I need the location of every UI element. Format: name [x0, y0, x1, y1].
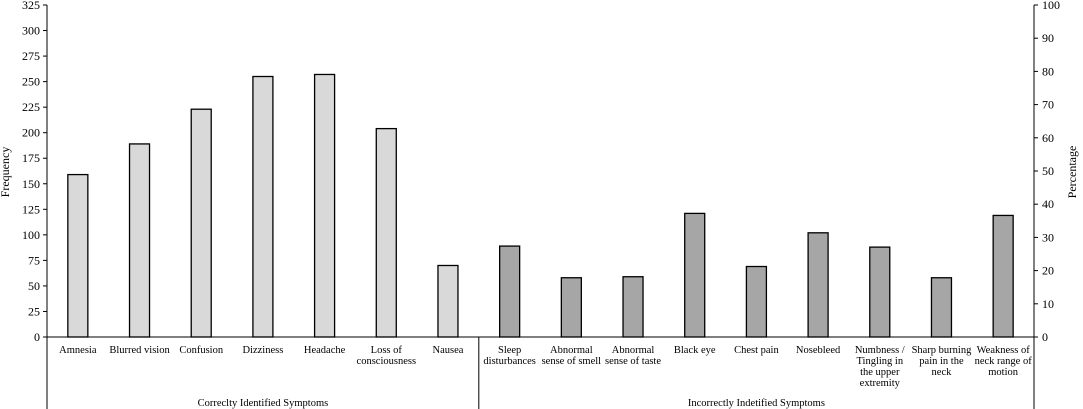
- category-labels: Amnesia Blurred vision Confusion Dizziness H…: [59, 345, 1032, 389]
- category-label: Nausea: [433, 345, 464, 356]
- category-label: Confusion: [179, 345, 224, 356]
- bars: [67, 73, 1014, 338]
- category-label: Nosebleed: [796, 345, 841, 356]
- y-tick-label: 0: [34, 330, 40, 344]
- y-tick-label: 300: [22, 24, 40, 38]
- y-tick-label: 150: [22, 177, 40, 191]
- bar: [807, 232, 829, 338]
- y-tick-label: 325: [22, 0, 40, 12]
- y2-tick-label: 10: [1042, 297, 1054, 311]
- bar: [437, 264, 459, 338]
- category-label: Black eye: [674, 345, 716, 356]
- y-tick-label: 50: [28, 279, 40, 293]
- group-label: Incorrectly Indetified Symptoms: [688, 398, 825, 409]
- category-label: Abnormal sense of smell: [542, 345, 602, 367]
- y-tick-label: 250: [22, 75, 40, 89]
- category-label: Amnesia: [59, 345, 97, 356]
- y2-tick-label: 60: [1042, 131, 1054, 145]
- y2-tick-label: 30: [1042, 230, 1054, 244]
- y-tick-label: 200: [22, 126, 40, 140]
- bar: [499, 245, 521, 338]
- y2-tick-label: 40: [1042, 197, 1054, 211]
- y2-tick-label: 50: [1042, 164, 1054, 178]
- left-axis-ticks: 0 25 50 75 100 125 150 175 200 225 250 275 300 325: [22, 0, 47, 344]
- y-tick-label: 100: [22, 228, 40, 242]
- y2-tick-label: 70: [1042, 98, 1054, 112]
- category-label: Blurred vision: [109, 345, 170, 356]
- category-label: Sleep disturbances: [483, 345, 536, 367]
- y2-axis-title: Percentage: [1065, 146, 1079, 199]
- bar: [190, 108, 212, 338]
- y-tick-label: 125: [22, 202, 40, 216]
- y2-tick-label: 0: [1042, 330, 1048, 344]
- group-labels: Correclty Identified Symptoms Incorrectly…: [198, 398, 825, 409]
- y-tick-label: 25: [28, 304, 40, 318]
- y-axis-title: Frequency: [0, 147, 12, 198]
- category-label: Abnormal sense of taste: [605, 345, 661, 367]
- bar: [252, 75, 274, 338]
- bar: [992, 214, 1014, 338]
- y2-tick-label: 80: [1042, 64, 1054, 78]
- category-label: Headache: [304, 345, 346, 356]
- group-label: Correclty Identified Symptoms: [198, 398, 329, 409]
- bar: [869, 246, 891, 338]
- y2-tick-label: 20: [1042, 264, 1054, 278]
- bar: [622, 276, 644, 338]
- bar: [67, 173, 89, 338]
- y2-tick-label: 90: [1042, 31, 1054, 45]
- y-tick-label: 225: [22, 100, 40, 114]
- bar: [128, 143, 151, 338]
- bar: [684, 212, 706, 338]
- right-axis-ticks: 0 10 20 30 40 50 60 70 80 90 100: [1034, 0, 1060, 344]
- bar: [745, 265, 768, 338]
- y-tick-label: 75: [28, 253, 40, 267]
- bar: [930, 277, 953, 338]
- category-label: Loss of consciousness: [357, 345, 417, 367]
- bar: [560, 277, 582, 338]
- category-label: Weakness of neck range of motion: [975, 345, 1033, 378]
- category-label: Chest pain: [734, 345, 779, 356]
- y2-tick-label: 100: [1042, 0, 1060, 12]
- bar: [375, 127, 397, 338]
- y-tick-label: 275: [22, 49, 40, 63]
- y-tick-label: 175: [22, 151, 40, 165]
- category-label: Dizziness: [242, 345, 283, 356]
- bar: [313, 73, 336, 338]
- category-label: Sharp burning pain in the neck: [912, 345, 973, 378]
- category-label: Numbness / Tingling in the upper extremity: [855, 345, 905, 389]
